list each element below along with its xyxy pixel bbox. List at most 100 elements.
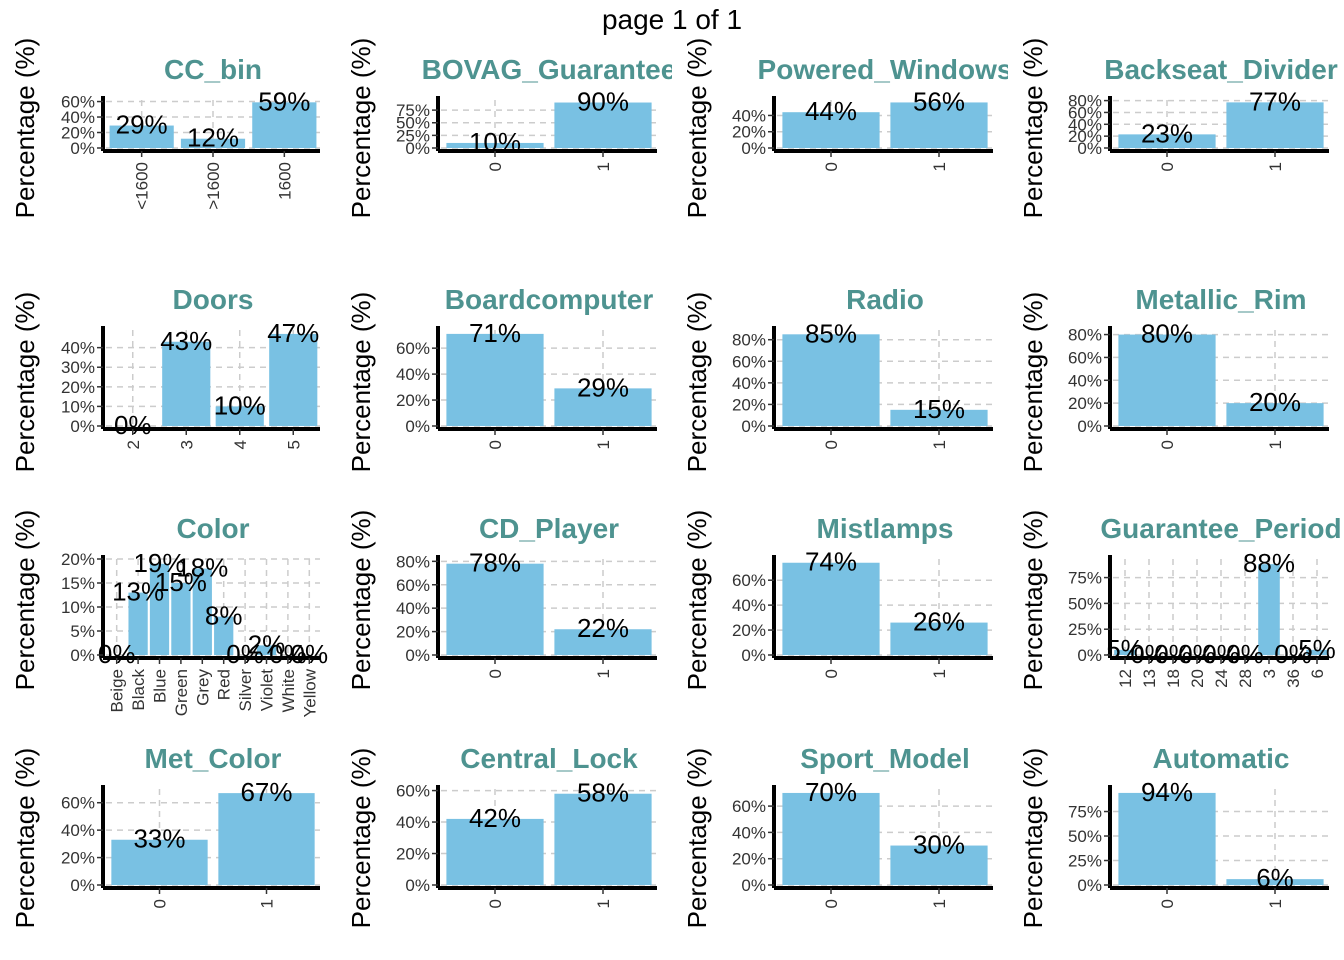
y-tick-label: 0% xyxy=(70,876,95,895)
data-label: 20% xyxy=(1249,387,1301,417)
data-label: 42% xyxy=(469,803,521,833)
data-label: 44% xyxy=(805,96,857,126)
data-label: 12% xyxy=(187,123,239,153)
y-tick-label: 60% xyxy=(1068,103,1102,122)
data-label: 78% xyxy=(469,548,521,578)
data-label: 0% xyxy=(1226,639,1264,669)
x-tick-label: >1600 xyxy=(204,162,223,210)
panel-cd-player: CD_Player Percentage (%) 78% 22% 0% 20% 40% 60%… xyxy=(346,510,657,691)
y-axis-label: Percentage (%) xyxy=(346,510,376,691)
data-label: 13% xyxy=(112,577,164,607)
x-tick-label: 1 xyxy=(594,440,613,449)
x-tick-label: Red xyxy=(215,669,234,700)
y-tick-label: 40% xyxy=(396,599,430,618)
y-tick-label: 20% xyxy=(732,123,766,142)
panel-title: Metallic_Rim xyxy=(1135,284,1306,315)
data-label: 67% xyxy=(240,777,292,807)
x-tick-label: 1 xyxy=(1266,162,1285,171)
panel-title: CD_Player xyxy=(479,513,619,544)
x-tick-label: 0 xyxy=(822,899,841,908)
bar-1 xyxy=(1226,102,1324,148)
x-tick-label: 0 xyxy=(486,162,505,171)
data-label: 74% xyxy=(805,547,857,577)
y-tick-label: 60% xyxy=(396,339,430,358)
bar-3 xyxy=(162,341,211,426)
y-tick-label: 0% xyxy=(405,139,430,158)
y-tick-label: 20% xyxy=(61,550,95,569)
bar-1 xyxy=(554,793,652,885)
data-label: 29% xyxy=(577,372,629,402)
y-tick-label: 20% xyxy=(1068,127,1102,146)
x-tick-label: 36 xyxy=(1284,669,1303,688)
panel-sport-model: Sport_Model Percentage (%) 70% 30% 0% 20% 40% 6… xyxy=(682,743,993,928)
y-tick-label: 15% xyxy=(61,574,95,593)
y-tick-label: 50% xyxy=(1068,827,1102,846)
page-title: page 1 of 1 xyxy=(601,4,743,35)
y-tick-label: 50% xyxy=(396,114,430,133)
data-label: 70% xyxy=(805,777,857,807)
y-tick-label: 75% xyxy=(1068,803,1102,822)
y-axis-label: Percentage (%) xyxy=(10,748,40,929)
bar-Violet xyxy=(256,645,277,655)
panel-title: BOVAG_Guarantee xyxy=(422,54,677,85)
bar-0 xyxy=(1118,334,1216,426)
y-axis-label: Percentage (%) xyxy=(1018,292,1048,473)
data-label: 33% xyxy=(133,824,185,854)
y-tick-label: 25% xyxy=(1068,620,1102,639)
y-tick-label: 20% xyxy=(61,849,95,868)
y-tick-label: 40% xyxy=(61,339,95,358)
y-tick-label: 0% xyxy=(1077,417,1102,436)
bar-4 xyxy=(215,406,264,426)
x-tick-label: 0 xyxy=(1158,440,1177,449)
data-label: 90% xyxy=(577,87,629,117)
data-label: 0% xyxy=(114,410,152,440)
data-label: 30% xyxy=(913,830,965,860)
bar-3 xyxy=(1258,564,1280,655)
data-label: 8% xyxy=(205,601,243,631)
x-tick-label: 1 xyxy=(930,162,949,171)
x-tick-label: 5 xyxy=(284,440,303,449)
x-tick-label: 3 xyxy=(177,440,196,449)
y-tick-label: 80% xyxy=(732,331,766,350)
x-tick-label: 0 xyxy=(822,440,841,449)
x-tick-label: <1600 xyxy=(133,162,152,210)
bar-0 xyxy=(446,818,544,885)
panel-metallic-rim: Metallic_Rim Percentage (%) 80% 20% 0% 20% 40%… xyxy=(1018,284,1329,472)
bar-1 xyxy=(218,793,315,885)
y-axis-label: Percentage (%) xyxy=(346,38,376,219)
y-axis-label: Percentage (%) xyxy=(682,38,712,219)
x-tick-label: Violet xyxy=(258,669,277,711)
x-tick-label: 1 xyxy=(930,899,949,908)
x-tick-label: 0 xyxy=(486,899,505,908)
y-tick-label: 60% xyxy=(61,794,95,813)
bar-1 xyxy=(890,845,988,885)
panel-mistlamps: Mistlamps Percentage (%) 74% 26% 0% 20% 40% 60%… xyxy=(682,510,993,690)
x-tick-label: Silver xyxy=(236,669,255,712)
panel-backseat-divider: Backseat_Divider Percentage (%) 23% 77% 0%20… xyxy=(1018,38,1338,219)
y-tick-label: 20% xyxy=(396,391,430,410)
panel-central-lock: Central_Lock Percentage (%) 42% 58% 0% 20% 40%… xyxy=(346,743,657,928)
y-tick-label: 0% xyxy=(405,876,430,895)
y-tick-label: 0% xyxy=(741,646,766,665)
data-label: 26% xyxy=(913,607,965,637)
x-tick-label: Yellow xyxy=(300,668,319,717)
x-tick-label: 1 xyxy=(258,899,277,908)
y-tick-label: 60% xyxy=(732,352,766,371)
panel-title: Met_Color xyxy=(145,743,282,774)
bar-0 xyxy=(1118,134,1216,148)
y-tick-label: 0% xyxy=(70,646,95,665)
y-tick-label: 20% xyxy=(61,124,95,143)
y-tick-label: 25% xyxy=(1068,852,1102,871)
y-tick-label: 40% xyxy=(61,108,95,127)
bar-0 xyxy=(446,563,544,655)
panel-title: Sport_Model xyxy=(800,743,970,774)
panel-title: Doors xyxy=(173,284,254,315)
y-axis-label: Percentage (%) xyxy=(10,510,40,691)
y-axis-label: Percentage (%) xyxy=(10,38,40,219)
data-label: 94% xyxy=(1141,777,1193,807)
